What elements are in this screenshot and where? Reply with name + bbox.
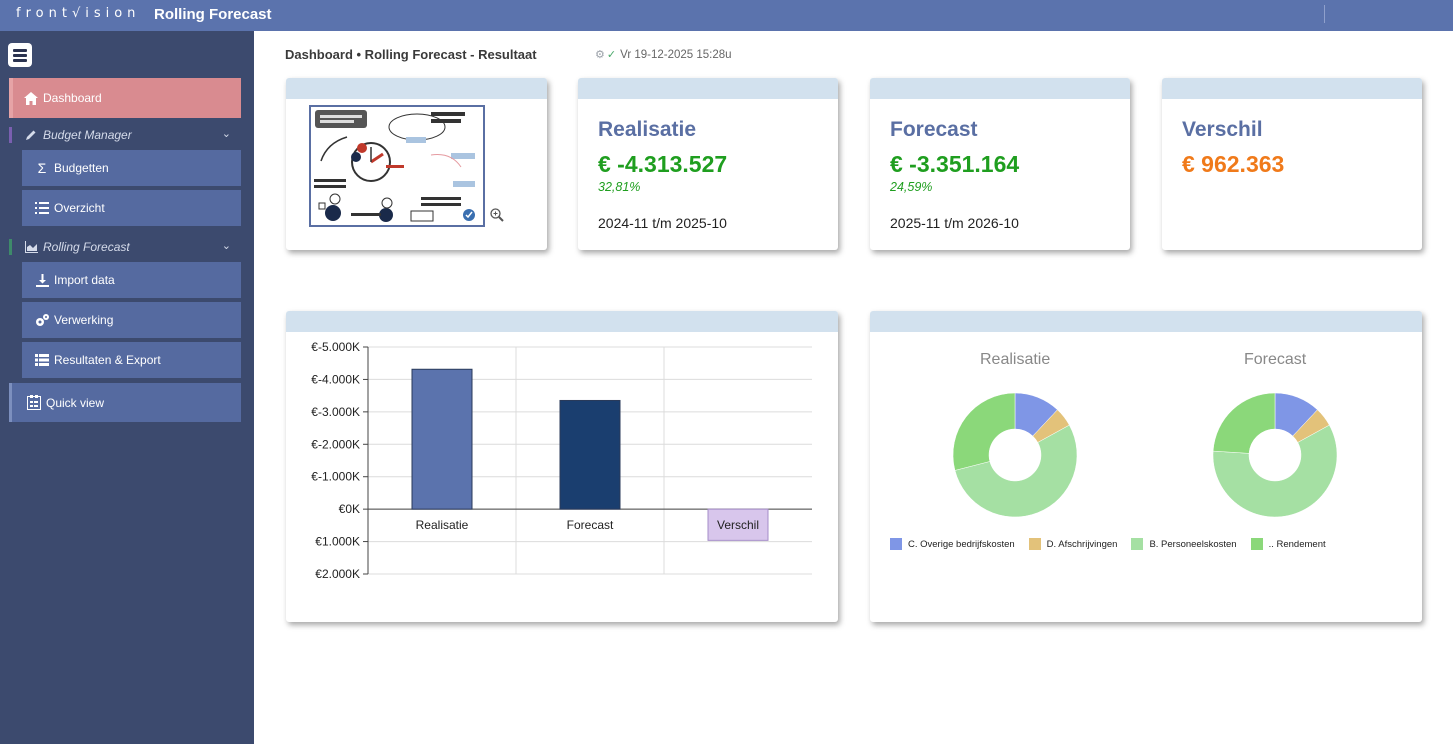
kpi-card-realisatie: Realisatie € -4.313.527 32,81% 2024-11 t…: [578, 78, 838, 250]
kpi-period: 2025-11 t/m 2026-10: [890, 215, 1019, 231]
sigma-icon: Σ: [37, 160, 47, 176]
kpi-card-forecast: Forecast € -3.351.164 24,59% 2025-11 t/m…: [870, 78, 1130, 250]
legend-swatch: [1131, 538, 1144, 550]
kpi-percentage: 24,59%: [890, 180, 933, 194]
chevron-down-icon: ⌄: [221, 128, 231, 140]
bar-forecast: [559, 399, 621, 510]
pie-chart-card: Realisatie Forecast C. Overige bedrijfsk…: [870, 311, 1422, 622]
sidebar-section-label: Rolling Forecast: [43, 240, 130, 254]
kpi-card-verschil: Verschil € 962.363: [1162, 78, 1422, 250]
gears-icon: [34, 312, 50, 328]
status-timestamp: Vr 19-12-2025 15:28u: [620, 48, 732, 61]
home-icon: [23, 90, 39, 106]
sidebar: Dashboard Budget Manager ⌄ Σ Budgetten O…: [0, 31, 254, 744]
kpi-value: € -4.313.527: [598, 151, 728, 177]
bar-chart: €-5.000K €-4.000K €-3.000K €-2.000K €-1.000K…: [311, 340, 812, 581]
kpi-title: Verschil: [1182, 118, 1263, 141]
sidebar-item-import-data[interactable]: Import data: [22, 262, 241, 300]
kpi-percentage: 32,81%: [598, 180, 641, 194]
y-tick-label: €-1.000K: [311, 470, 360, 484]
list-icon: [34, 200, 50, 216]
refresh-status: ⚙ ✓ Vr 19-12-2025 15:28u: [595, 48, 732, 62]
kpi-title: Realisatie: [598, 118, 697, 141]
sidebar-item-label: Quick view: [46, 395, 105, 410]
sidebar-item-label: Import data: [54, 273, 115, 287]
pie-slice: [954, 424, 1078, 518]
sidebar-section-label: Budget Manager: [43, 128, 132, 142]
legend-swatch: [890, 538, 902, 550]
x-tick-label: Realisatie: [416, 518, 469, 532]
pencil-icon: [23, 127, 39, 143]
pie-legend: C. Overige bedrijfskosten D. Afschrijving…: [890, 538, 1340, 550]
quick-view-icon: [26, 395, 42, 411]
legend-item[interactable]: B. Personeelskosten: [1131, 538, 1237, 550]
pie-title-realisatie: Realisatie: [980, 351, 1051, 368]
kpi-title: Forecast: [890, 118, 978, 141]
sidebar-section-budget-manager[interactable]: Budget Manager ⌄: [9, 123, 241, 147]
pie-slice: [1212, 392, 1276, 454]
kpi-period: 2024-11 t/m 2025-10: [598, 215, 727, 231]
rolling-forecast-sketch-image[interactable]: [309, 105, 485, 227]
legend-item[interactable]: C. Overige bedrijfskosten: [890, 538, 1015, 550]
table-list-icon: [34, 352, 50, 368]
sidebar-item-label: Budgetten: [54, 161, 109, 175]
legend-swatch: [1250, 538, 1263, 550]
bar-verschil: [707, 508, 769, 541]
sidebar-item-resultaten-export[interactable]: Resultaten & Export: [22, 342, 241, 380]
sidebar-item-label: Resultaten & Export: [54, 353, 161, 367]
chart-icon: [23, 239, 39, 255]
gears-icon: ⚙: [595, 49, 605, 61]
y-tick-label: €1.000K: [315, 535, 360, 549]
legend-label: D. Afschrijvingen: [1046, 538, 1118, 550]
topbar-divider: [1324, 5, 1325, 23]
legend-item[interactable]: .. Rendement: [1250, 538, 1326, 550]
y-tick-label: €0K: [339, 502, 360, 516]
pie-title-forecast: Forecast: [1244, 351, 1307, 368]
chevron-down-icon: ⌄: [221, 240, 231, 252]
pie-slice: [952, 392, 1016, 471]
y-tick-label: €-5.000K: [311, 340, 360, 354]
download-icon: [34, 272, 50, 288]
y-tick-label: €-2.000K: [311, 437, 360, 451]
sidebar-item-label: Dashboard: [43, 91, 102, 105]
legend-item[interactable]: D. Afschrijvingen: [1028, 538, 1118, 550]
sidebar-item-label: Verwerking: [54, 313, 114, 327]
bar-chart-card: €-5.000K €-4.000K €-3.000K €-2.000K €-1.000K…: [286, 311, 838, 622]
legend-label: B. Personeelskosten: [1149, 538, 1237, 550]
sidebar-item-quick-view[interactable]: Quick view: [9, 383, 241, 422]
legend-label: .. Rendement: [1268, 538, 1326, 550]
bar-realisatie: [411, 368, 473, 510]
top-bar: front√ision Rolling Forecast: [0, 0, 1453, 31]
frontvision-logo[interactable]: front√ision: [16, 6, 141, 21]
sidebar-item-overzicht[interactable]: Overzicht: [22, 190, 241, 228]
legend-swatch: [1028, 538, 1041, 550]
illustration-card: [286, 78, 547, 250]
sidebar-section-rolling-forecast[interactable]: Rolling Forecast ⌄: [9, 235, 241, 259]
sidebar-item-dashboard[interactable]: Dashboard: [9, 78, 241, 118]
legend-label: C. Overige bedrijfskosten: [908, 538, 1015, 550]
zoom-in-icon[interactable]: [490, 208, 504, 227]
y-tick-label: €-4.000K: [311, 372, 360, 386]
x-tick-label: Forecast: [567, 518, 614, 532]
kpi-value: € -3.351.164: [890, 151, 1020, 177]
kpi-value: € 962.363: [1182, 151, 1285, 177]
check-icon: ✓: [606, 49, 617, 61]
pie-charts: [952, 392, 1338, 518]
x-tick-label: Verschil: [717, 518, 759, 532]
y-tick-label: €2.000K: [315, 567, 360, 581]
pie-slice: [1212, 424, 1338, 518]
sidebar-item-label: Overzicht: [54, 201, 105, 215]
sidebar-item-verwerking[interactable]: Verwerking: [22, 302, 241, 340]
app-title: Rolling Forecast: [154, 6, 272, 23]
sidebar-item-budgetten[interactable]: Σ Budgetten: [22, 150, 241, 188]
menu-toggle-button[interactable]: [8, 43, 32, 67]
y-tick-label: €-3.000K: [311, 405, 360, 419]
breadcrumb: Dashboard • Rolling Forecast - Resultaat: [285, 47, 537, 62]
